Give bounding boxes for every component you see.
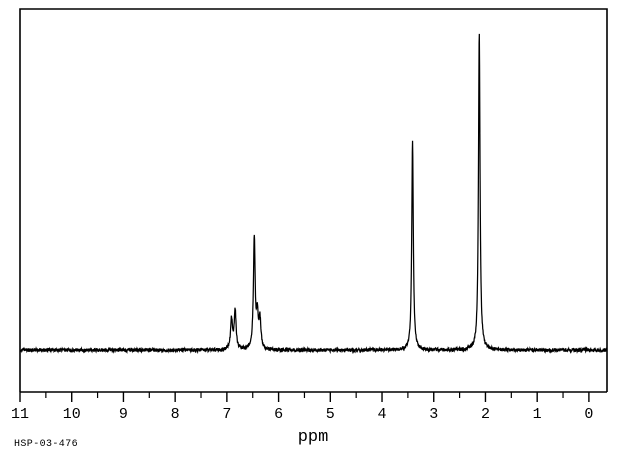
axis-tick-label: 6 bbox=[274, 406, 283, 423]
axis-minor-ticks bbox=[45, 392, 564, 398]
axis-tick-label: 8 bbox=[171, 406, 180, 423]
axis-tick-label: 5 bbox=[326, 406, 335, 423]
axis-tick-label: 2 bbox=[481, 406, 490, 423]
axis-major-ticks bbox=[19, 392, 590, 402]
axis-tick-labels: 11 10 9 8 7 6 5 4 3 2 1 0 bbox=[11, 406, 593, 423]
plot-frame bbox=[19, 8, 608, 392]
axis-tick-label: 9 bbox=[119, 406, 128, 423]
axis-tick-label: 7 bbox=[222, 406, 231, 423]
axis-tick-label: 11 bbox=[11, 406, 29, 423]
axis-tick-label: 10 bbox=[63, 406, 81, 423]
axis-tick-label: 4 bbox=[378, 406, 387, 423]
axis-tick-label: 3 bbox=[429, 406, 438, 423]
axis-tick-label: 1 bbox=[533, 406, 542, 423]
sample-code-label: HSP-03-476 bbox=[14, 439, 78, 450]
axis-tick-label: 0 bbox=[584, 406, 593, 423]
axis-title: ppm bbox=[298, 428, 329, 447]
spectrum-trace bbox=[19, 33, 608, 355]
